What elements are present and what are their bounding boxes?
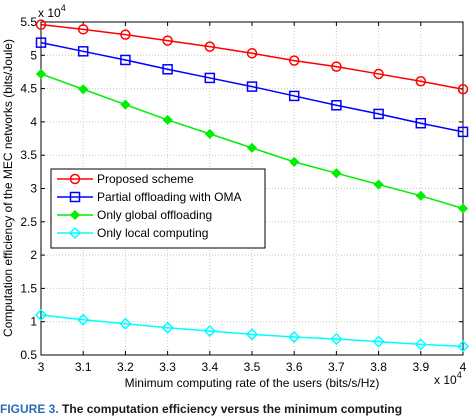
data-point-global: [35, 68, 47, 80]
data-point-proposed: [35, 19, 47, 30]
x-tick-label: 3.7: [328, 360, 345, 374]
series-line-partial-oma: [40, 41, 464, 133]
legend-marker-global: [69, 209, 81, 221]
figure-caption-lead: FIGURE 3.: [0, 402, 59, 416]
x-multiplier-label: x 104: [434, 370, 462, 387]
y-axis-label: Computation efficiency of the MEC networ…: [1, 39, 15, 337]
data-point-proposed: [288, 55, 300, 66]
x-tick-label: 3.2: [117, 360, 134, 374]
data-point-proposed: [246, 48, 258, 59]
y-tick-label: 2: [30, 248, 37, 262]
data-point-proposed: [457, 84, 469, 95]
data-point-partial-oma: [204, 72, 216, 84]
x-tick-label: 3.4: [201, 360, 218, 374]
legend: Proposed scheme Partial offloading with …: [50, 168, 266, 249]
x-tick-label: 3.8: [370, 360, 387, 374]
data-point-global: [289, 156, 300, 167]
y-multiplier-label: x 104: [38, 3, 66, 20]
series-global: [35, 68, 469, 214]
x-tick-label: 3.9: [412, 360, 429, 374]
series-local: [34, 308, 470, 353]
y-tick-label: 3: [30, 182, 37, 196]
y-tick-label: 5: [30, 48, 37, 62]
series-proposed: [35, 19, 469, 95]
data-point-global: [331, 168, 342, 179]
y-tick-label: 2.5: [20, 215, 37, 229]
data-point-global: [162, 114, 173, 125]
data-point-partial-oma: [77, 46, 89, 57]
data-point-local: [161, 321, 174, 334]
legend-marker-proposed: [69, 173, 81, 185]
series-line-local: [40, 314, 464, 348]
data-point-partial-oma: [162, 64, 173, 75]
data-point-local: [330, 332, 343, 346]
data-point-partial-oma: [415, 117, 427, 129]
data-point-local: [203, 324, 216, 338]
data-point-partial-oma: [457, 126, 469, 138]
data-point-global: [415, 190, 426, 201]
data-point-local: [414, 338, 427, 351]
y-tick-label: 3.5: [20, 148, 37, 162]
data-point-local: [119, 317, 132, 330]
legend-label-local: Only local computing: [97, 226, 208, 240]
figure-caption-text: The computation efficiency versus the mi…: [62, 402, 403, 416]
data-point-local: [34, 308, 48, 322]
y-tick-label: 4.5: [20, 82, 37, 96]
chart: 3 3.1 3.2 3.3 3.4 3.5 3.6 3.7 3.8 3.9 4 0.5 1 1.5 2 2.5…: [1, 3, 470, 390]
data-point-proposed: [415, 76, 427, 87]
data-point-partial-oma: [246, 81, 258, 92]
data-point-local: [288, 330, 301, 344]
data-point-partial-oma: [331, 100, 342, 111]
x-tick-label: 3.3: [159, 360, 176, 374]
legend-marker-partial-oma: [69, 191, 81, 203]
legend-label-partial-oma: Partial offloading with OMA: [97, 190, 242, 204]
data-point-proposed: [331, 61, 342, 72]
legend-label-global: Only global offloading: [97, 208, 212, 222]
x-tick-label: 3.6: [286, 360, 303, 374]
x-tick-label: 3.1: [75, 360, 92, 374]
y-tick-label: 1.5: [20, 281, 37, 295]
y-tick-label: 5.5: [20, 15, 37, 29]
data-point-proposed: [204, 41, 216, 52]
y-tick-label: 0.5: [20, 348, 37, 362]
data-point-global: [373, 179, 384, 190]
series-line-proposed: [40, 23, 464, 91]
data-point-global: [120, 99, 131, 110]
data-point-global: [78, 84, 89, 95]
data-point-local: [372, 335, 385, 348]
data-point-partial-oma: [373, 108, 384, 120]
data-point-proposed: [373, 68, 384, 80]
axis-ticks: 3 3.1 3.2 3.3 3.4 3.5 3.6 3.7 3.8 3.9 4 0.5 1 1.5 2 2.5…: [20, 15, 466, 374]
series-partial-oma: [35, 37, 469, 138]
data-point-partial-oma: [35, 37, 47, 48]
data-point-local: [245, 328, 259, 341]
data-point-local: [77, 313, 90, 326]
legend-box: [50, 168, 266, 249]
x-axis-label: Minimum computing rate of the users (bit…: [125, 376, 380, 390]
data-point-proposed: [77, 24, 89, 35]
data-point-proposed: [120, 29, 131, 40]
legend-label-proposed: Proposed scheme: [97, 172, 194, 186]
figure-caption: FIGURE 3. The computation efficiency ver…: [0, 402, 474, 418]
x-tick-label: 3: [38, 360, 45, 374]
x-tick-label: 4: [460, 360, 467, 374]
y-tick-label: 1: [30, 315, 37, 329]
data-point-local: [456, 340, 470, 353]
legend-marker-local: [68, 226, 82, 240]
data-point-global: [246, 142, 258, 153]
y-tick-label: 4: [30, 115, 37, 129]
x-tick-label: 3.5: [244, 360, 261, 374]
data-point-partial-oma: [288, 90, 300, 102]
data-point-proposed: [162, 35, 173, 46]
series-layer: [34, 19, 470, 353]
data-point-global: [204, 128, 215, 139]
data-point-partial-oma: [120, 54, 131, 66]
data-point-global: [457, 203, 469, 214]
